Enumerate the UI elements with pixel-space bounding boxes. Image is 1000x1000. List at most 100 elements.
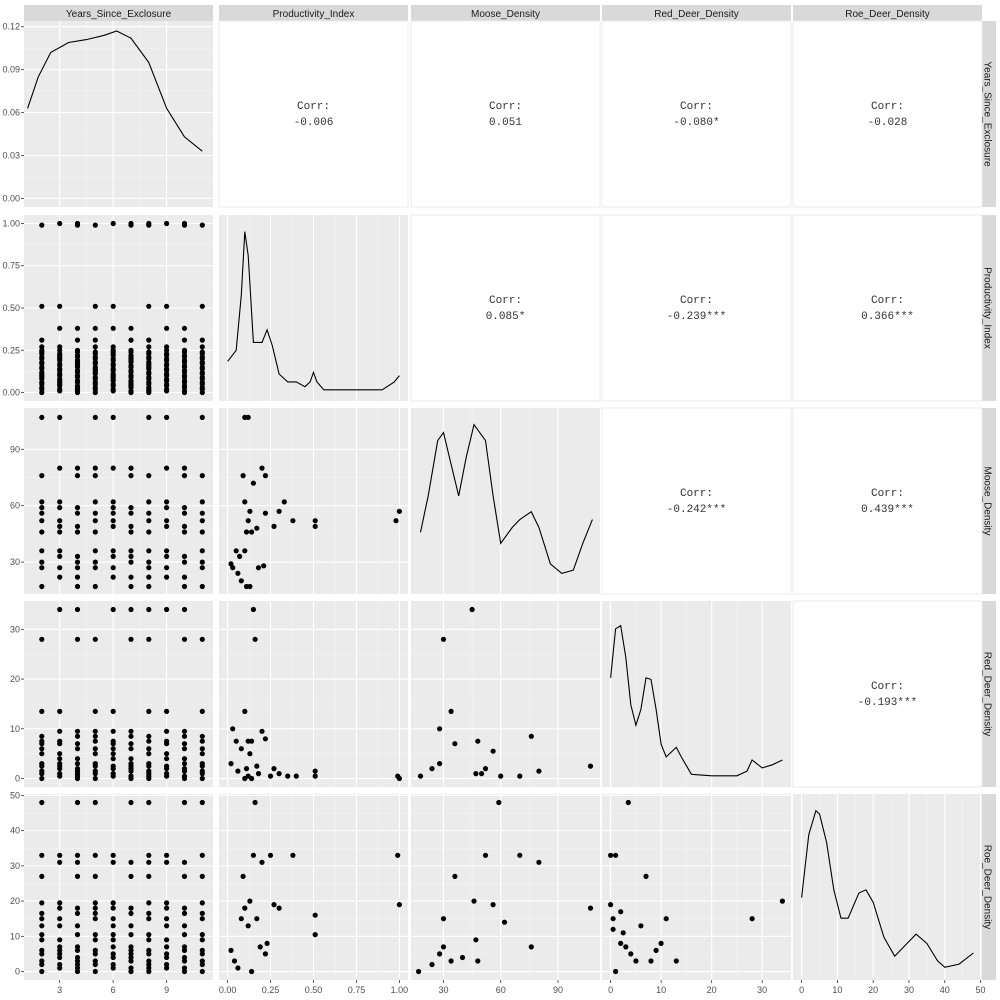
scatter-point <box>199 768 205 774</box>
scatter-point <box>39 708 45 715</box>
scatter-point <box>146 738 152 744</box>
scatter-point <box>39 799 45 806</box>
scatter-point <box>57 325 63 331</box>
density-curve-Years_Since_Exclosure <box>27 30 203 152</box>
scatter-point <box>181 510 188 516</box>
scatter-point <box>199 344 205 350</box>
scatter-point <box>92 937 98 943</box>
corr-panel-1-2: Corr: 0.085* <box>410 214 601 402</box>
scatter-point <box>74 766 81 772</box>
panel-background <box>602 601 791 787</box>
scatter-point <box>92 910 98 917</box>
scatter-point <box>110 961 116 968</box>
scatter-point <box>39 303 45 309</box>
scatter-point <box>181 905 188 911</box>
scatter-point <box>181 799 188 806</box>
scatter-point <box>146 574 152 580</box>
scatter-point <box>39 344 45 350</box>
scatter-point <box>146 947 152 954</box>
scatter-point <box>164 900 170 906</box>
scatter-point <box>271 766 277 772</box>
panel-background <box>602 794 791 980</box>
scatter-point <box>39 947 45 954</box>
scatter-point <box>92 465 98 471</box>
scatter-point <box>293 773 299 779</box>
scatter-point <box>254 525 260 531</box>
density-curve-Red_Deer_Density <box>610 624 783 777</box>
scatter-point <box>469 606 475 613</box>
scatter-point <box>128 465 134 471</box>
panel-background <box>411 601 600 787</box>
scatter-point <box>440 916 447 922</box>
scatter-point <box>57 923 63 929</box>
scatter-point <box>658 940 664 947</box>
scatter-point <box>146 746 152 752</box>
scatter-point <box>128 325 134 331</box>
scatter-point <box>57 574 63 580</box>
scatter-point <box>110 900 116 906</box>
scatter-point <box>128 873 134 880</box>
scatter-point <box>164 325 170 331</box>
scatter-point <box>39 505 45 511</box>
scatter-point <box>517 773 523 779</box>
scatter-point <box>164 771 170 777</box>
panel-4-2 <box>411 794 600 980</box>
scatter-point <box>146 761 152 767</box>
corr-value: -0.193*** <box>858 697 917 709</box>
x-tick-label: 20 <box>707 985 717 995</box>
scatter-point <box>252 636 258 642</box>
scatter-point <box>249 775 255 782</box>
y-tick-label: 30 <box>10 861 20 871</box>
scatter-point <box>92 746 98 752</box>
scatter-point <box>92 775 98 782</box>
corr-panel-background <box>218 20 409 208</box>
scatter-point <box>74 347 81 353</box>
scatter-point <box>110 728 116 734</box>
scatter-point <box>39 733 45 739</box>
scatter-point <box>146 733 152 739</box>
scatter-point <box>312 932 318 938</box>
scatter-point <box>199 775 205 782</box>
scatter-point <box>74 565 81 571</box>
panel-4-3 <box>602 794 791 980</box>
scatter-point <box>199 529 205 535</box>
scatter-point <box>437 726 443 732</box>
scatter-point <box>39 958 45 964</box>
scatter-point <box>164 574 170 580</box>
scatter-point <box>312 518 318 524</box>
corr-label: Corr: <box>680 101 713 113</box>
x-tick-label: 0.75 <box>348 985 366 995</box>
x-tick-label: 40 <box>940 985 950 995</box>
scatter-point <box>164 923 170 929</box>
scatter-point <box>110 565 116 571</box>
scatter-point <box>243 529 250 535</box>
scatter-point <box>128 773 134 779</box>
y-tick-label: 0.09 <box>2 65 20 75</box>
scatter-point <box>57 220 63 227</box>
scatter-point <box>779 898 786 904</box>
scatter-point <box>74 465 81 471</box>
scatter-point <box>620 930 626 936</box>
scatter-point <box>74 606 81 613</box>
scatter-point <box>92 559 98 565</box>
scatter-point <box>259 728 265 734</box>
scatter-point <box>92 900 98 906</box>
y-tick-label: 0.25 <box>2 345 20 355</box>
scatter-point <box>92 518 98 524</box>
scatter-point <box>164 548 170 554</box>
scatter-point <box>199 958 205 964</box>
scatter-point <box>437 761 443 767</box>
scatter-point <box>181 773 188 779</box>
corr-value: 0.085* <box>486 311 526 323</box>
scatter-point <box>459 954 466 961</box>
scatter-point <box>110 510 116 516</box>
scatter-point <box>110 548 116 554</box>
scatter-point <box>249 738 255 744</box>
scatter-point <box>199 799 205 806</box>
scatter-point <box>482 852 489 858</box>
scatter-point <box>618 940 624 947</box>
scatter-point <box>199 916 205 922</box>
scatter-point <box>110 708 116 715</box>
scatter-point <box>199 947 205 954</box>
scatter-point <box>262 951 268 957</box>
